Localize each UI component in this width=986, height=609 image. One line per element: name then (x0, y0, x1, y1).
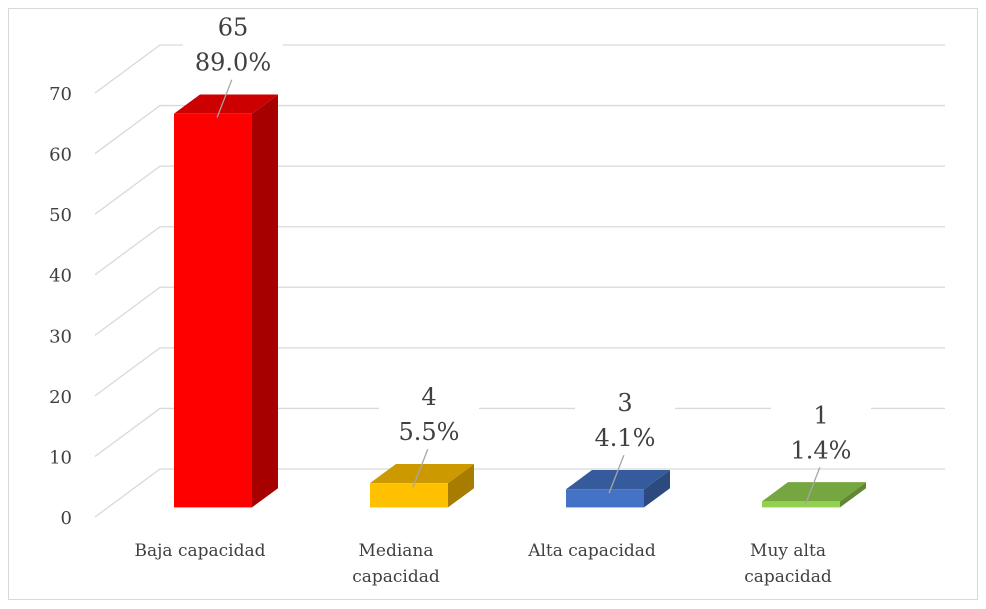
bar-top (370, 463, 474, 484)
y-tick-label: 30 (49, 326, 72, 347)
leader-line (216, 76, 234, 118)
percentage-label: 89.0% (195, 49, 271, 77)
x-tick-label: Alta capacidad (528, 541, 656, 561)
grid-line (94, 407, 945, 457)
percentage-label: 5.5% (399, 418, 460, 446)
value-label: 4 (421, 383, 436, 411)
y-tick-label: 70 (49, 84, 72, 105)
bar-side (840, 482, 866, 508)
label-bg (575, 385, 675, 456)
leader-line (804, 464, 822, 506)
x-tick-label: Baja capacidad (134, 541, 266, 561)
label-bg (379, 379, 479, 450)
grid-line (94, 104, 945, 155)
percentage-label: 1.4% (791, 436, 852, 464)
value-label: 3 (617, 389, 632, 417)
percentage-label: 4.1% (595, 424, 656, 452)
grid-line (94, 226, 945, 276)
y-tick-label: 60 (49, 145, 72, 166)
bar (370, 483, 448, 508)
grid-line (94, 165, 945, 215)
grid-line (94, 44, 945, 94)
label-bg (771, 397, 871, 468)
bar-top (566, 470, 670, 490)
leader-line (608, 451, 626, 494)
grid-line (94, 286, 945, 336)
bar-top (174, 94, 278, 114)
leader-line (412, 445, 430, 488)
bar-side (448, 463, 474, 508)
bar-side (644, 470, 670, 508)
x-tick-label: Mediana capacidad (352, 541, 440, 587)
grid-line (94, 347, 945, 397)
x-tick-label: Muy alta capacidad (744, 541, 832, 587)
chart-border (8, 8, 978, 600)
y-tick-label: 50 (49, 205, 72, 226)
bar (174, 113, 252, 508)
value-label: 65 (218, 14, 249, 42)
y-tick-label: 0 (61, 508, 72, 529)
label-bg (183, 9, 283, 80)
bar-top (762, 482, 866, 502)
bar (566, 489, 644, 508)
value-label: 1 (813, 401, 828, 429)
y-tick-label: 10 (49, 447, 72, 468)
bar (762, 501, 840, 508)
y-tick-label: 40 (49, 266, 72, 287)
bar-side (252, 94, 278, 508)
y-tick-label: 20 (49, 387, 72, 408)
grid-line (94, 468, 945, 518)
